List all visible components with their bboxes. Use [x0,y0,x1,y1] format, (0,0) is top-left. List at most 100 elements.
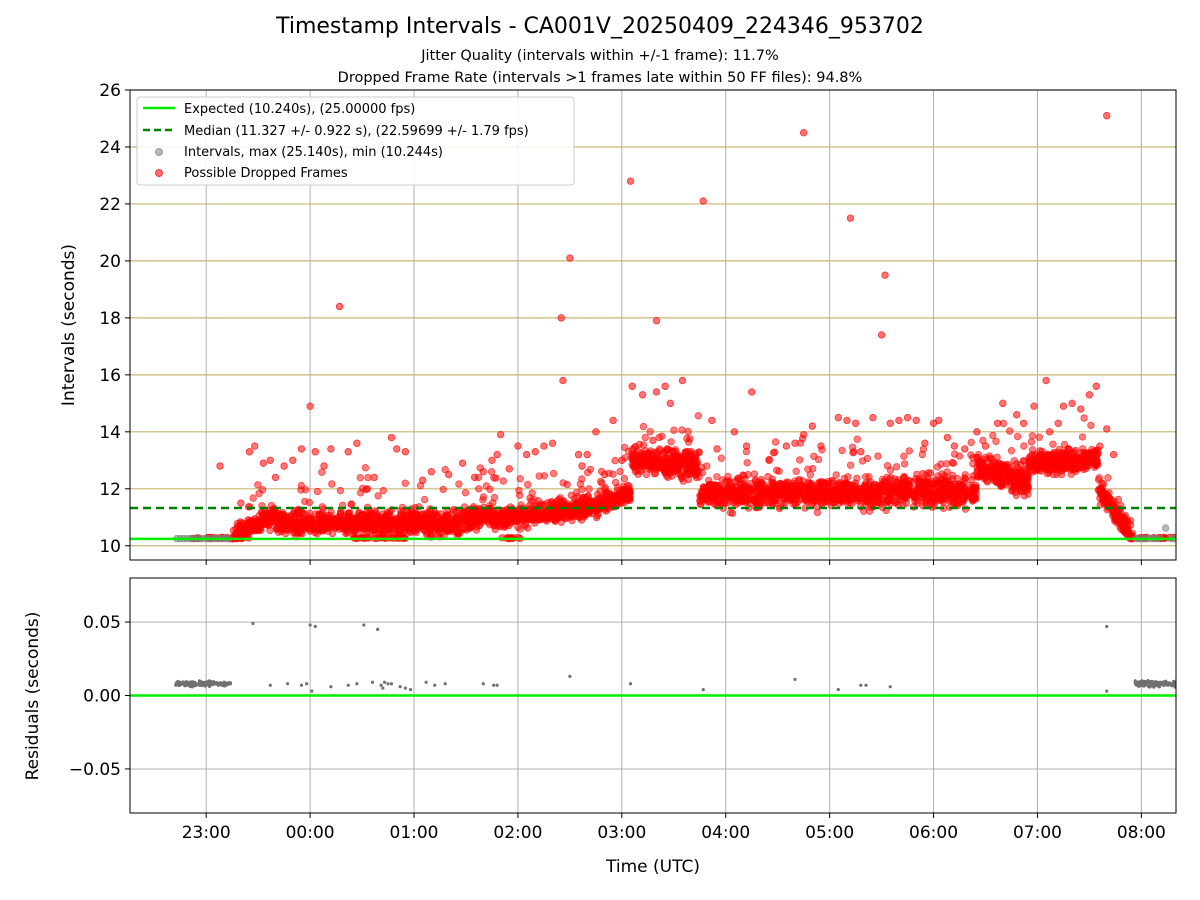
residual-point [1133,679,1137,683]
dropped-frame-outlier [370,473,378,482]
dropped-frame-point [767,494,775,502]
dropped-frame-point [524,524,532,532]
residual-point [1163,682,1167,686]
dropped-frame-outlier [943,433,952,442]
dropped-frame-point [863,454,872,463]
dropped-frame-point [455,480,463,488]
dropped-frame-outlier [921,439,929,447]
dropped-frame-point [249,494,257,502]
dropped-frame-point [258,486,267,494]
chart-legend: Expected (10.240s), (25.00000 fps) Media… [136,96,575,186]
dropped-frame-point [838,484,846,493]
dropped-frame-point [272,512,280,521]
dropped-frame-point [917,487,925,495]
residual-point [181,680,185,684]
residual-point [1146,679,1150,683]
dropped-frame-point [921,480,930,489]
dropped-frame-point [439,485,447,494]
residual-point [268,683,272,687]
dropped-frame-point [572,512,581,520]
dropped-frame-point [913,470,921,478]
residual-point [864,683,868,687]
dropped-frame-point [420,495,429,504]
dropped-frame-point [302,486,310,494]
dropped-frame-point [995,470,1004,478]
dropped-frame-outlier [638,391,647,399]
dropped-frame-point [487,468,496,476]
intervals-y-tick-label: 12 [99,480,121,500]
dropped-frame-point [653,448,661,456]
residual-point [793,677,797,681]
dropped-frame-outlier [531,448,539,456]
dropped-frame-point [881,498,890,507]
dropped-frame-point [547,499,555,507]
dropped-frame-point [564,513,572,522]
dropped-frame-outlier [973,428,981,436]
dropped-frame-outlier [297,445,306,453]
dropped-frame-point [237,519,246,527]
residual-point [389,682,394,686]
x-tick-label: 07:00 [1013,823,1062,843]
dropped-frame-point [678,426,686,434]
dropped-frame-point [670,426,678,434]
dropped-frame-point [578,493,587,502]
dropped-frame-point [837,493,845,502]
dropped-frame-point [928,491,936,500]
dropped-frame-point [870,497,878,505]
dropped-frame-point [356,474,364,482]
residual-point [888,685,892,689]
dropped-frame-point [258,514,267,523]
dropped-frame-outlier [666,399,675,408]
intervals-y-tick-label: 16 [99,366,121,386]
intervals-y-tick-label: 26 [99,81,121,101]
dropped-frame-outlier [886,419,894,427]
dropped-frame-outlier [799,129,808,137]
residual-point [305,682,309,686]
dropped-frame-outlier [514,442,522,450]
residual-point [251,621,255,626]
dropped-frame-point [328,529,337,538]
dropped-frame-outlier [1109,450,1118,459]
residuals-y-tick-label: 0.00 [83,687,121,707]
dropped-frame-outlier [401,448,410,456]
residual-point [188,684,192,689]
dropped-frame-point [961,474,969,482]
dropped-frame-outlier [496,430,505,439]
dropped-frame-point [278,525,286,533]
dropped-frame-outlier [1096,442,1104,450]
dropped-frame-point [347,500,355,508]
dropped-frame-point [1012,460,1021,468]
dropped-frame-point [466,523,474,532]
dropped-frame-outlier [903,413,912,422]
dropped-frame-point [861,481,869,490]
residual-point [403,686,407,690]
dropped-frame-point [342,517,350,525]
dropped-frame-point [1096,501,1105,509]
residuals-y-tick-label: 0.05 [83,613,121,633]
dropped-frame-point [850,448,858,456]
residual-point [1145,682,1149,686]
dropped-frame-point [1064,463,1073,471]
dropped-frame-point [504,517,512,525]
dropped-frame-point [992,478,1000,486]
dropped-frame-outlier [895,416,903,425]
intervals-y-tick-label: 24 [99,138,121,158]
dropped-frame-point [374,492,382,500]
dropped-frame-outlier [699,197,707,205]
residual-point [1105,689,1109,693]
dropped-frame-point [899,486,908,494]
dropped-frame-outlier [1019,419,1028,427]
dropped-frame-point [886,487,895,496]
dropped-frame-point [950,489,958,497]
dropped-frame-point [631,442,640,451]
dropped-frame-point [417,521,426,529]
dropped-frame-point [717,454,725,462]
dropped-frame-point [318,468,326,476]
dropped-frame-point [1013,432,1022,441]
dropped-frame-point [650,470,658,478]
dropped-frame-point [516,475,524,483]
x-tick-label: 01:00 [390,823,439,843]
dropped-frame-point [1020,442,1028,450]
dropped-frame-point [412,528,420,537]
dropped-frame-outlier [881,271,889,279]
